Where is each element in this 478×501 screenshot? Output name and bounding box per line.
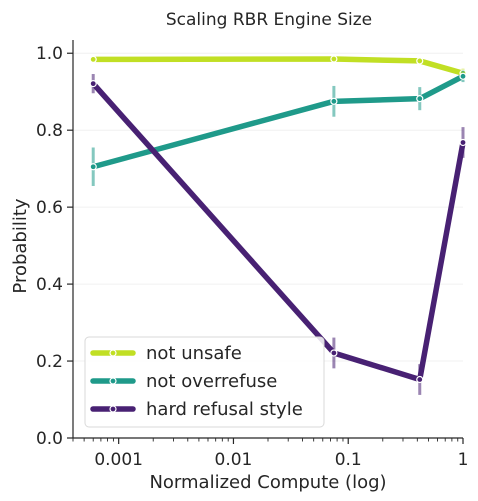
x-tick-label: 1	[458, 450, 469, 470]
y-tick-label: 0.2	[36, 352, 63, 372]
y-axis-title: Probability	[10, 198, 31, 293]
series-not-overrefuse	[89, 70, 467, 186]
data-point	[330, 349, 338, 357]
legend-item: not overrefuse	[90, 371, 277, 392]
legend-item: not unsafe	[90, 343, 242, 364]
data-point	[416, 57, 424, 65]
chart-title: Scaling RBR Engine Size	[166, 10, 372, 30]
x-tick-label: 0.001	[94, 450, 143, 470]
data-point	[89, 163, 97, 171]
data-point	[89, 80, 97, 88]
legend-label: not unsafe	[146, 343, 242, 364]
legend: not unsafe not overrefuse hard refusal sty…	[84, 336, 325, 428]
legend-marker	[109, 377, 117, 385]
series-line	[90, 56, 466, 76]
axes: 0.0 0.2 0.4 0.6 0.8 1.0 0.001 0.01 0.1 1	[36, 40, 468, 470]
x-axis-title: Normalized Compute (log)	[149, 472, 386, 493]
legend-item: hard refusal style	[90, 399, 303, 420]
series-layer	[89, 55, 467, 395]
y-tick-label: 1.0	[36, 44, 63, 64]
series-hard-refusal-style	[89, 74, 467, 395]
y-tick-label: 0.0	[36, 429, 63, 449]
y-tick-label: 0.6	[36, 198, 63, 218]
y-tick-label: 0.8	[36, 121, 63, 141]
data-point	[416, 95, 424, 103]
series-not-unsafe	[89, 55, 467, 78]
y-tick-label: 0.4	[36, 275, 63, 295]
data-point	[89, 55, 97, 63]
data-point	[459, 138, 467, 147]
data-point	[330, 97, 338, 105]
legend-box	[84, 336, 325, 428]
data-point	[416, 375, 424, 384]
legend-label: hard refusal style	[146, 399, 303, 420]
series-line	[90, 73, 466, 170]
series-line	[90, 80, 466, 383]
legend-marker	[109, 405, 117, 413]
x-tick-label: 0.01	[215, 450, 253, 470]
data-point	[459, 72, 467, 80]
legend-label: not overrefuse	[146, 371, 277, 392]
data-point	[330, 55, 338, 63]
x-tick-label: 0.1	[335, 450, 362, 470]
legend-marker	[109, 349, 117, 357]
